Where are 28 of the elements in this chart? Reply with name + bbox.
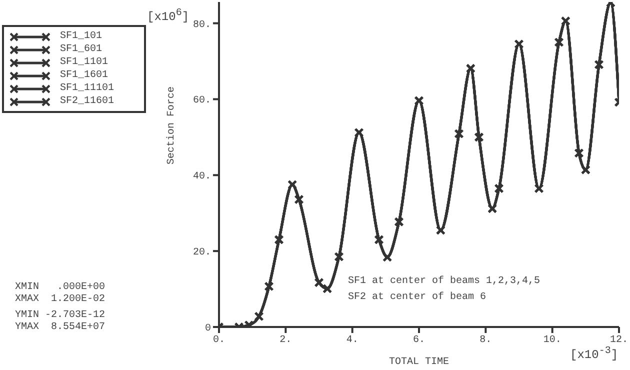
legend-label: SF1_601 bbox=[60, 44, 102, 55]
legend-label: SF2_11601 bbox=[60, 96, 114, 107]
annotation: SF1 at center of beams 1,2,3,4,5 bbox=[348, 276, 540, 287]
text: YMIN -2.703E-12 bbox=[15, 310, 106, 321]
text: XMAX 1.200E-02 bbox=[15, 294, 106, 305]
x-tick-label: 4. bbox=[346, 335, 358, 346]
x-tick-label: 2. bbox=[280, 335, 292, 346]
x-axis-title: TOTAL TIME bbox=[388, 357, 450, 368]
text: [x10$^{-3}$] bbox=[570, 346, 618, 362]
x-tick-label: 6. bbox=[412, 335, 426, 346]
legend-label: SF1_1601 bbox=[60, 70, 108, 81]
text: YMAX 8.554E+07 bbox=[15, 322, 106, 333]
y-tick-label: 80. bbox=[192, 20, 211, 31]
y-tick-label: 20. bbox=[192, 248, 211, 259]
y-tick-label: 40. bbox=[192, 172, 211, 183]
legend-label: SF1_1101 bbox=[60, 57, 108, 68]
y-tick-label: 60. bbox=[192, 96, 211, 107]
annotation: SF2 at center of beam 6 bbox=[348, 292, 486, 303]
x-tick-label: 12. bbox=[610, 335, 628, 346]
x-tick-label: 0. bbox=[212, 335, 226, 346]
text: XMIN .000E+00 bbox=[15, 282, 106, 293]
y-axis-title: Section Force bbox=[166, 86, 178, 164]
x-tick-label: 10. bbox=[543, 335, 562, 346]
y-tick-label: 0 bbox=[204, 324, 211, 335]
legend-label: SF1_101 bbox=[60, 31, 102, 42]
x-tick-label: 8. bbox=[480, 335, 492, 346]
legend-label: SF1_11101 bbox=[60, 83, 114, 94]
text: [x10$^{6}$] bbox=[147, 8, 190, 24]
